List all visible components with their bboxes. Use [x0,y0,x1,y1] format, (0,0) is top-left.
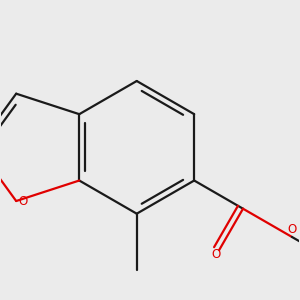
Text: O: O [212,248,221,261]
Text: O: O [287,223,296,236]
Text: O: O [19,194,28,208]
